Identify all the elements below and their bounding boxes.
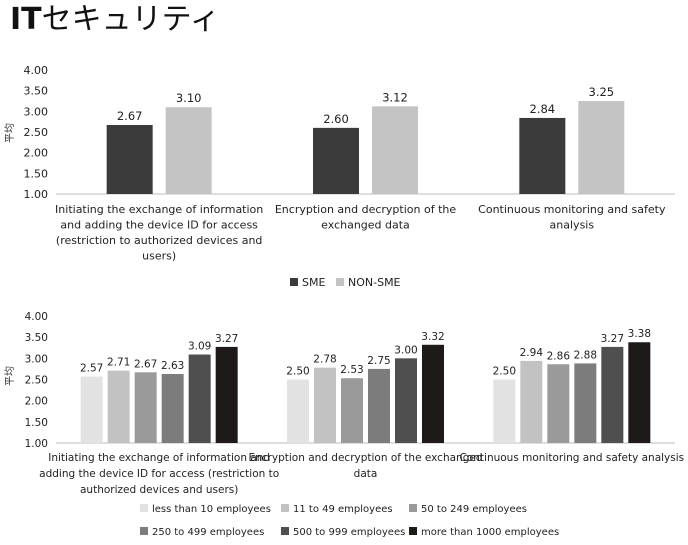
chart-sme-vs-non-sme: 1.00 1.50 2.00 2.50 3.00 3.50 4.00 平均 2.67 3.10 In… (4, 64, 675, 289)
bar (341, 378, 363, 443)
bar (574, 363, 597, 443)
legend-label: less than 10 employees (152, 504, 271, 515)
y-tick-label: 1.50 (24, 167, 49, 180)
bar-value-label: 2.67 (117, 109, 143, 123)
bar (134, 372, 157, 443)
page-title-bold: IT (10, 2, 42, 37)
bar-value-label: 2.75 (367, 355, 390, 367)
bar (188, 354, 211, 443)
bar (547, 364, 570, 443)
legend-swatch (140, 504, 148, 512)
bar-value-label: 3.00 (394, 344, 417, 356)
x-category-label: and adding the device ID for access (60, 219, 258, 232)
x-category-label: Initiating the exchange of information a… (48, 452, 270, 464)
x-category-label: Encryption and decryption of the (275, 203, 457, 216)
bar-value-label: 3.12 (382, 90, 408, 104)
x-category-label: (restriction to authorized devices and (56, 234, 263, 247)
bar-value-label: 2.86 (547, 350, 571, 362)
y-tick-label: 2.50 (24, 126, 49, 139)
legend-label: 50 to 249 employees (421, 504, 527, 515)
bar-value-label: 3.32 (421, 331, 444, 343)
legend-swatch (409, 504, 417, 512)
y-tick-label: 2.00 (25, 396, 48, 408)
bar-value-label: 3.38 (628, 328, 651, 340)
x-category-label: users) (142, 250, 176, 263)
bar-value-label: 2.94 (520, 347, 544, 359)
y-tick-label: 3.00 (25, 353, 48, 365)
bar (601, 346, 624, 443)
y-tick-label: 3.50 (24, 85, 49, 98)
bar (107, 370, 130, 443)
legend-swatch (336, 278, 344, 286)
bar-value-label: 2.57 (80, 363, 103, 375)
bar (368, 368, 390, 443)
bar (80, 376, 103, 443)
bar (106, 124, 153, 194)
y-tick-label: 1.00 (24, 188, 49, 201)
page-title: ITセキュリティ (10, 2, 220, 38)
bar (628, 342, 651, 443)
chart-by-employee-size: 1.00 1.50 2.00 2.50 3.00 3.50 4.00 平均 2.57 2.71 2.… (4, 311, 685, 538)
legend-swatch (290, 278, 298, 286)
bar (314, 367, 336, 443)
bar-value-label: 2.60 (323, 112, 349, 126)
bar-value-label: 3.10 (176, 91, 202, 105)
bar (215, 346, 238, 443)
x-category-label: data (354, 468, 378, 480)
bar (372, 106, 418, 194)
y-tick-label: 4.00 (24, 64, 49, 77)
x-category-label: Encryption and decryption of the exchang… (249, 452, 483, 464)
y-tick-label: 1.50 (25, 417, 48, 429)
y-tick-label: 3.00 (24, 105, 49, 118)
bar-value-label: 2.53 (340, 364, 363, 376)
bar (313, 127, 359, 194)
bar (520, 360, 543, 443)
bar-value-label: 2.88 (574, 349, 597, 361)
x-category-label: adding the device ID for access (restric… (39, 468, 279, 480)
page-title-rest: セキュリティ (41, 2, 220, 37)
bar-value-label: 2.63 (161, 360, 184, 372)
bar (493, 379, 516, 443)
legend-swatch (281, 504, 289, 512)
x-category-label: exchanged data (321, 219, 410, 232)
bar-value-label: 3.09 (188, 341, 211, 353)
legend-label: 11 to 49 employees (293, 504, 393, 515)
x-category-label: Continuous monitoring and safety analysi… (460, 452, 685, 464)
y-tick-label: 2.50 (25, 375, 48, 387)
bar-value-label: 2.84 (530, 102, 556, 116)
bar-value-label: 2.78 (313, 354, 336, 366)
bar-value-label: 2.67 (134, 358, 157, 370)
y-axis-label: 平均 (4, 366, 16, 386)
y-tick-label: 4.00 (25, 311, 48, 323)
bar-value-label: 3.27 (601, 333, 624, 345)
bar-value-label: 3.27 (215, 333, 238, 345)
y-axis-label: 平均 (4, 123, 16, 143)
y-tick-label: 2.00 (24, 147, 49, 160)
bar-value-label: 2.50 (286, 366, 309, 378)
bar (165, 107, 212, 194)
legend-swatch (140, 527, 148, 535)
bar-value-label: 2.71 (107, 357, 130, 369)
bar (287, 379, 309, 443)
legend-swatch (281, 527, 289, 535)
legend-label: SME (302, 276, 325, 289)
bar (519, 117, 566, 194)
bar (161, 373, 184, 443)
y-tick-label: 1.00 (25, 438, 48, 450)
x-category-label: analysis (550, 219, 595, 232)
legend-label: 500 to 999 employees (293, 527, 405, 538)
legend-label: NON-SME (348, 276, 401, 289)
bar (422, 344, 444, 443)
bar-value-label: 3.25 (589, 85, 615, 99)
bar (395, 358, 417, 443)
bar-value-label: 2.50 (493, 366, 516, 378)
x-category-label: Initiating the exchange of information (55, 203, 263, 216)
legend-label: more than 1000 employees (421, 527, 559, 538)
y-tick-label: 3.50 (25, 332, 48, 344)
legend-label: 250 to 499 employees (152, 527, 264, 538)
legend-swatch (409, 527, 417, 535)
x-category-label: Continuous monitoring and safety (478, 203, 666, 216)
x-category-label: authorized devices and users) (80, 484, 238, 496)
bar (578, 101, 625, 194)
